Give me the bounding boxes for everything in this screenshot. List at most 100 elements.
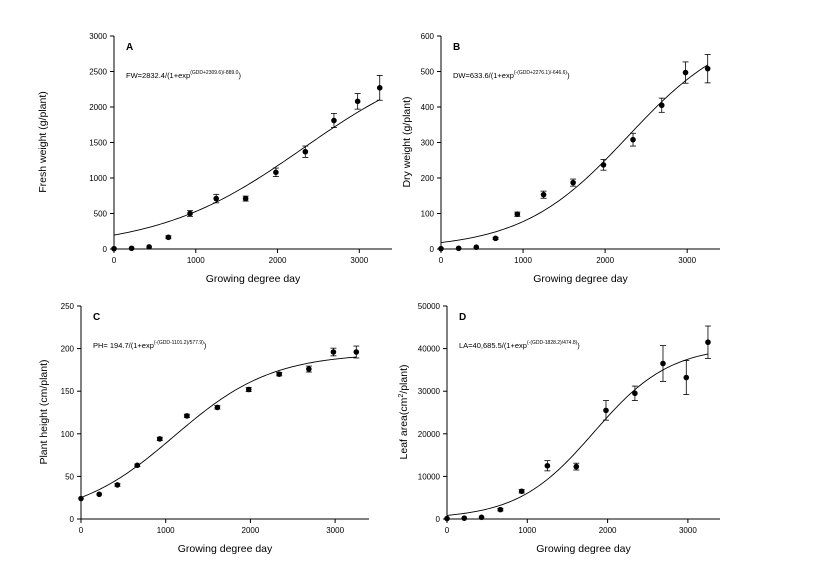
x-tick-label: 2000 [596, 256, 614, 265]
data-point [514, 211, 521, 218]
data-point [444, 515, 450, 522]
data-point [632, 390, 638, 397]
fit-curve [446, 353, 709, 516]
data-point [544, 462, 551, 469]
y-tick-label: 0 [70, 515, 75, 524]
data-point [683, 374, 690, 381]
y-tick-label: 1500 [89, 139, 107, 148]
chart-panel-a: 0 1000 2000 3000 0 500 1000 1500 2000 2500 3000 Gro… [37, 32, 392, 285]
y-tick-label: 0 [436, 515, 441, 524]
data-point [376, 85, 383, 91]
data-point [276, 371, 283, 377]
y-axis-title: Plant height (cm/plant) [38, 359, 50, 464]
data-point [492, 235, 499, 242]
x-tick-label: 0 [445, 526, 450, 535]
y-tick-label: 40000 [418, 345, 441, 354]
data-point [128, 245, 135, 252]
y-tick-label: 50 [65, 472, 74, 481]
y-tick-label: 600 [421, 32, 435, 41]
chart-panel-d: 0 1000 2000 300001000020000300004000050000G… [398, 302, 720, 555]
y-tick-label: 150 [61, 387, 75, 396]
data-point [540, 191, 547, 198]
data-point [96, 491, 103, 498]
x-tick-label: 2000 [599, 526, 617, 535]
data-point [111, 245, 117, 252]
data-point [570, 179, 576, 186]
data-point [184, 413, 190, 419]
data-point [146, 244, 152, 250]
y-tick-label: 500 [94, 210, 108, 219]
y-axis-title: Fresh weight (g/plant) [37, 91, 49, 193]
y-tick-label: 500 [421, 68, 435, 77]
data-point [245, 386, 252, 393]
data-point [165, 234, 172, 241]
y-tick-label: 100 [421, 210, 435, 219]
y-tick-label: 200 [61, 345, 75, 354]
x-axis-title: Growing degree day [536, 543, 631, 555]
panel-letter: B [453, 42, 460, 53]
y-tick-label: 30000 [418, 387, 441, 396]
data-point [438, 245, 444, 252]
fit-curve [113, 99, 380, 236]
data-point [603, 407, 609, 414]
data-point [658, 102, 665, 109]
y-tick-label: 10000 [418, 472, 441, 481]
data-point [600, 162, 607, 168]
y-tick-label: 1000 [89, 174, 107, 183]
x-axis-title: Growing degree day [178, 543, 273, 555]
x-tick-label: 1000 [157, 526, 175, 535]
data-point [518, 488, 525, 495]
data-point [156, 436, 163, 442]
y-tick-label: 0 [430, 245, 435, 254]
x-axis-title: Growing degree day [206, 273, 301, 285]
x-tick-label: 3000 [326, 526, 344, 535]
x-tick-label: 3000 [350, 256, 368, 265]
data-point [242, 195, 249, 202]
data-point [354, 98, 361, 105]
data-point [78, 495, 84, 502]
y-tick-label: 2000 [89, 103, 107, 112]
fit-equation: DW=633.6/(1+exp(-(GDD+2276.1)/-646.6)) [453, 70, 570, 80]
data-point [330, 349, 337, 355]
y-tick-label: 0 [103, 245, 108, 254]
fit-equation: PH= 194.7/(1+exp(-(GDD-1101.2)/577.9)) [93, 340, 207, 350]
x-tick-label: 3000 [678, 256, 696, 265]
fit-equation: FW=2832.4/(1+exp(GDD+2309.6)/-889.0) [126, 70, 241, 80]
data-point [461, 515, 468, 521]
y-tick-label: 2500 [89, 68, 107, 77]
data-point [497, 506, 504, 513]
data-point [134, 462, 141, 469]
data-point [660, 360, 666, 367]
data-point [331, 117, 337, 124]
data-point [273, 169, 279, 176]
x-tick-label: 0 [112, 256, 117, 265]
data-point [682, 69, 689, 76]
x-tick-label: 0 [79, 526, 84, 535]
x-tick-label: 1000 [514, 256, 532, 265]
y-tick-label: 100 [61, 430, 75, 439]
data-point [114, 482, 121, 488]
x-axis-title: Growing degree day [533, 273, 628, 285]
y-tick-label: 200 [421, 174, 435, 183]
data-point [630, 136, 636, 143]
data-point [306, 366, 312, 372]
data-point [213, 195, 220, 202]
y-tick-label: 400 [421, 103, 435, 112]
data-point [473, 244, 480, 251]
x-tick-label: 2000 [269, 256, 287, 265]
chart-panel-b: 0 1000 2000 3000 0 100 200 300 400 500 600 Growing … [401, 32, 720, 285]
fit-curve [80, 356, 357, 498]
data-point [705, 339, 711, 346]
y-axis-title: Leaf area(cm2/plant) [398, 365, 410, 460]
data-point [214, 404, 221, 411]
fit-curve [440, 64, 708, 243]
y-tick-label: 3000 [89, 32, 107, 41]
data-point [187, 210, 193, 217]
y-tick-label: 20000 [418, 430, 441, 439]
x-tick-label: 2000 [242, 526, 260, 535]
x-tick-label: 3000 [679, 526, 697, 535]
data-point [455, 245, 462, 252]
data-point [704, 65, 711, 72]
data-point [573, 463, 580, 470]
